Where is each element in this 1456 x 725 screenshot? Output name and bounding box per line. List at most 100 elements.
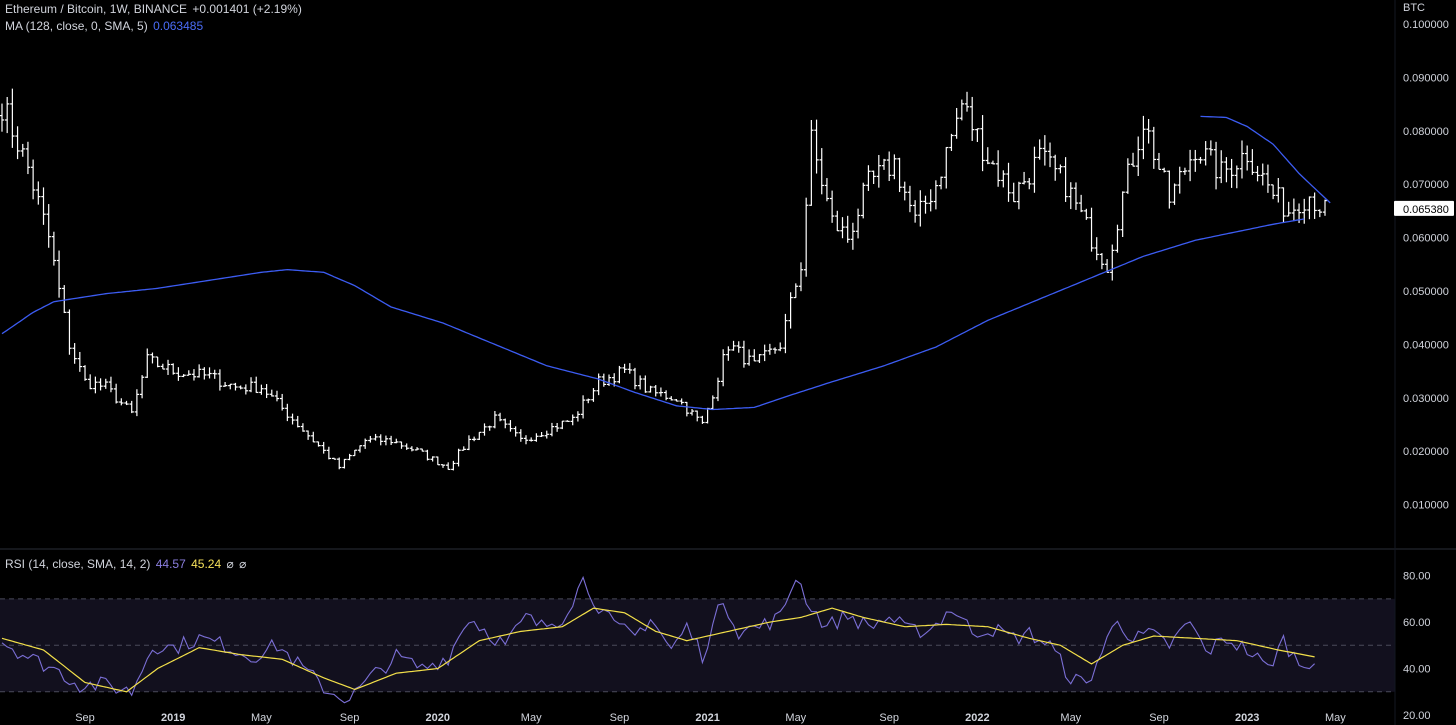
candle[interactable] [202,367,207,380]
candle[interactable] [482,423,487,436]
candle[interactable] [560,420,565,430]
candle[interactable] [975,128,980,142]
candle[interactable] [570,414,575,426]
ma-legend[interactable]: MA (128, close, 0, SMA, 5) 0.063485 [5,19,205,33]
candle[interactable] [726,346,731,361]
rsi-legend[interactable]: RSI (14, close, SMA, 14, 2) 44.57 45.24 … [5,557,248,571]
candle[interactable] [98,378,103,391]
candle[interactable] [648,385,653,393]
candle[interactable] [466,435,472,451]
candle[interactable] [970,96,975,141]
candle[interactable] [850,222,856,250]
candle[interactable] [814,119,819,174]
candle[interactable] [368,435,373,443]
time-axis[interactable]: Sep 2019 May Sep 2020 May Sep 2021 May Sep 2022 May… [75,712,1346,724]
candle[interactable] [861,182,866,219]
candle[interactable] [990,160,996,165]
candle[interactable] [456,448,461,467]
price-axis[interactable]: 0.010000 0.020000 0.030000 0.040000 0.050000… [1403,19,1449,512]
candle[interactable] [103,378,108,389]
candle[interactable] [0,103,5,132]
candle[interactable] [1016,181,1022,210]
candle[interactable] [736,341,741,353]
candle[interactable] [1291,198,1297,222]
candle[interactable] [669,396,674,401]
candle[interactable] [539,432,544,437]
candle[interactable] [134,389,140,417]
candle[interactable] [373,433,378,441]
candle-series[interactable] [0,88,1328,471]
candle[interactable] [295,415,300,428]
candle[interactable] [1042,135,1048,166]
candle[interactable] [36,181,41,205]
candle[interactable] [1193,149,1198,172]
visibility-icon[interactable]: ⌀ [239,557,247,571]
candle[interactable] [783,313,788,354]
candle[interactable] [637,375,643,390]
candle[interactable] [461,446,466,451]
candle[interactable] [62,285,67,314]
candle[interactable] [1027,178,1032,190]
candle[interactable] [829,190,835,223]
candle[interactable] [337,457,342,470]
candle[interactable] [212,369,217,379]
candle[interactable] [155,356,160,368]
candle[interactable] [378,434,383,446]
candle[interactable] [1001,170,1006,188]
candle[interactable] [544,430,549,439]
candle[interactable] [980,115,985,172]
candle[interactable] [746,349,752,366]
candle[interactable] [1047,142,1053,168]
candle[interactable] [503,418,508,429]
candle[interactable] [243,384,249,395]
candle[interactable] [1239,140,1245,179]
candle[interactable] [622,363,627,373]
candle[interactable] [196,364,202,378]
candle[interactable] [186,370,191,376]
candle[interactable] [362,438,368,449]
candle[interactable] [326,446,332,460]
candle[interactable] [222,382,228,387]
candle[interactable] [1151,126,1156,169]
candle[interactable] [233,382,238,391]
candle[interactable] [959,99,965,121]
candle[interactable] [471,436,477,442]
candle[interactable] [1053,154,1058,181]
candle[interactable] [658,387,664,397]
candle[interactable] [793,283,798,299]
candle[interactable] [1260,163,1265,186]
candle[interactable] [944,146,949,189]
candle[interactable] [274,390,280,402]
candle[interactable] [124,400,129,406]
candle[interactable] [259,384,264,395]
candle[interactable] [741,340,747,368]
candle[interactable] [160,363,166,370]
candle[interactable] [347,453,352,461]
candle[interactable] [938,176,944,190]
candle[interactable] [964,91,970,112]
candle[interactable] [113,383,119,404]
candle[interactable] [181,374,186,378]
candle[interactable] [1110,244,1115,281]
candle[interactable] [518,429,524,442]
candle[interactable] [331,457,337,460]
candle[interactable] [591,388,596,402]
candle[interactable] [497,412,503,422]
candle[interactable] [77,351,83,372]
candle[interactable] [1177,166,1182,194]
candle[interactable] [632,367,638,390]
candle[interactable] [394,438,399,444]
candle[interactable] [357,445,363,453]
candle[interactable] [321,441,326,454]
candle[interactable] [1073,182,1079,210]
candle[interactable] [985,147,990,165]
candle[interactable] [700,415,705,424]
candle[interactable] [487,425,492,431]
candle[interactable] [803,197,809,277]
candle[interactable] [1058,164,1063,174]
candle[interactable] [523,435,529,445]
candle[interactable] [1244,145,1250,171]
candle[interactable] [10,88,15,148]
candle[interactable] [1068,182,1073,210]
candle[interactable] [912,200,918,223]
